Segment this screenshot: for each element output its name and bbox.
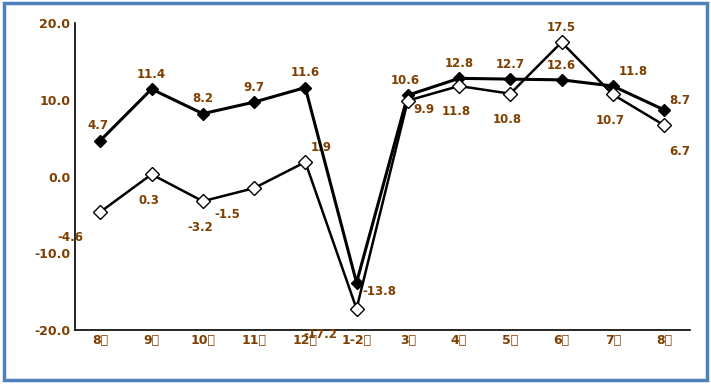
增加值 [404, 93, 412, 98]
Text: 8.7: 8.7 [670, 94, 690, 107]
增加值 [250, 100, 258, 104]
增加值 [301, 85, 309, 90]
增加值 [96, 138, 105, 143]
Text: 9.7: 9.7 [244, 81, 264, 94]
出口交货值 [301, 160, 309, 164]
Text: 4.7: 4.7 [87, 119, 108, 132]
出口交货值 [352, 306, 360, 311]
Text: 8.2: 8.2 [192, 92, 213, 105]
Text: 12.7: 12.7 [496, 58, 525, 71]
Line: 增加值: 增加值 [96, 74, 668, 287]
增加值 [609, 84, 617, 88]
出口交货值 [506, 91, 515, 96]
增加值 [506, 77, 515, 81]
Text: 12.6: 12.6 [547, 58, 576, 71]
Text: 11.6: 11.6 [291, 66, 320, 79]
出口交货值 [147, 172, 156, 177]
出口交货值 [660, 123, 668, 127]
Text: 17.5: 17.5 [547, 21, 576, 34]
出口交货值 [609, 92, 617, 97]
Text: 0.3: 0.3 [139, 194, 159, 207]
出口交货值 [404, 98, 412, 103]
Text: 10.6: 10.6 [390, 74, 419, 87]
出口交货值 [557, 40, 566, 45]
Text: -3.2: -3.2 [187, 221, 213, 233]
Text: 11.4: 11.4 [137, 68, 166, 81]
Text: -1.5: -1.5 [214, 208, 240, 220]
Line: 出口交货值: 出口交货值 [95, 37, 669, 314]
增加值 [557, 78, 566, 82]
Text: 10.7: 10.7 [596, 114, 624, 127]
出口交货值 [455, 84, 464, 88]
Text: 12.8: 12.8 [444, 57, 474, 70]
增加值 [352, 280, 360, 285]
Text: -17.2: -17.2 [303, 328, 337, 341]
Text: 11.8: 11.8 [442, 106, 471, 118]
Text: 1.9: 1.9 [311, 141, 332, 154]
出口交货值 [96, 210, 105, 214]
Text: 11.8: 11.8 [619, 65, 648, 78]
Text: -4.6: -4.6 [58, 232, 84, 244]
增加值 [198, 111, 207, 116]
出口交货值 [250, 186, 258, 190]
增加值 [455, 76, 464, 81]
增加值 [660, 108, 668, 112]
Text: 10.8: 10.8 [493, 113, 522, 126]
Text: 9.9: 9.9 [413, 103, 434, 116]
出口交货值 [198, 199, 207, 204]
增加值 [147, 87, 156, 91]
Text: 6.7: 6.7 [670, 145, 690, 157]
Text: -13.8: -13.8 [362, 285, 396, 298]
